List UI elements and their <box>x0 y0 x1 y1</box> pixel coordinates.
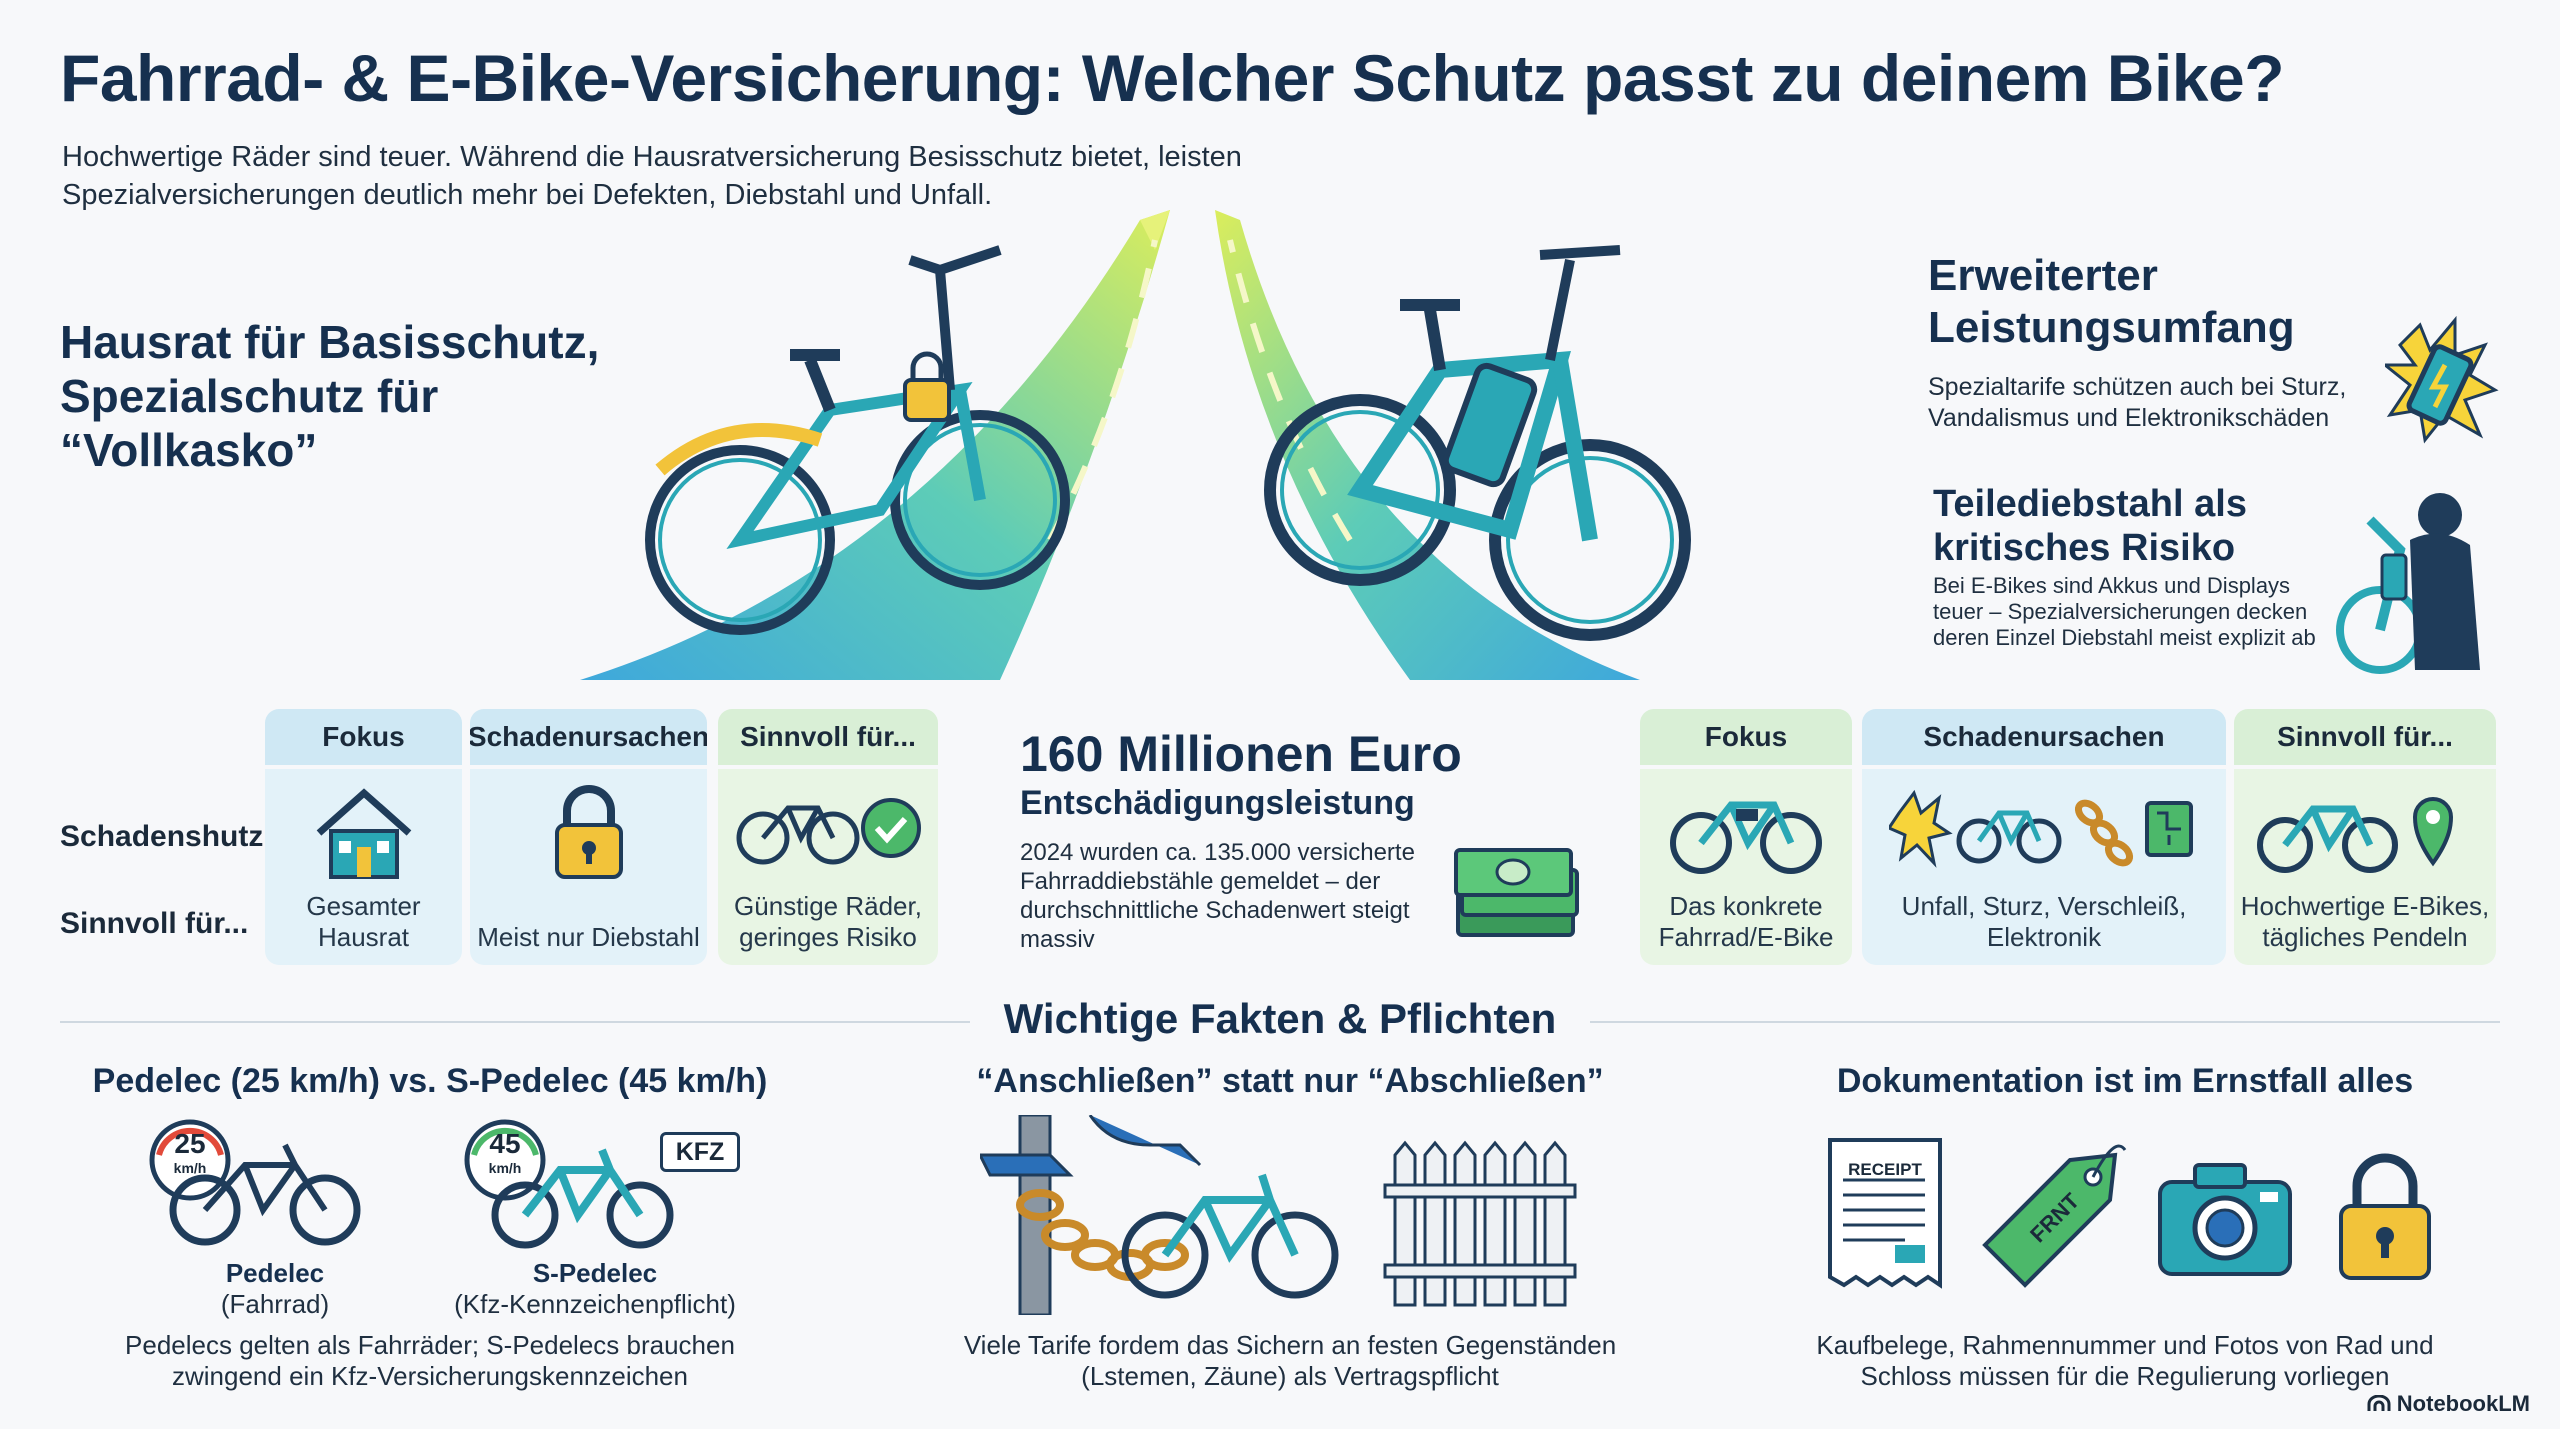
right-card-causes: Schadenursachen Unfall, Sturz, Verschlei… <box>1862 709 2226 965</box>
receipt-icon <box>1828 1138 1942 1289</box>
feature-parts-theft-text: Bei E-Bikes sind Akkus und Displays teue… <box>1933 573 2316 650</box>
ebike-icon <box>1670 801 1822 874</box>
feature-extended-heading: Erweiterter Leistungsumfang <box>1928 251 2295 352</box>
facts-title: Wichtige Fakten & Pflichten <box>1003 995 1557 1042</box>
battery-damage-icon <box>2385 315 2499 444</box>
pedelec-type: (Fahrrad) <box>220 1289 330 1319</box>
stat-amount: 160 Millionen Euro <box>1020 726 1462 782</box>
stat-description: 2024 wurden ca. 135.000 versicherte Fahr… <box>1020 839 1415 953</box>
fact-pedelec-text: Pedelecs gelten als Fahrräder; S-Pedelec… <box>125 1330 735 1391</box>
s-pedelec-speed-unit: km/h <box>488 1160 522 1176</box>
pedelec-speed-unit: km/h <box>173 1160 207 1176</box>
house-icon <box>316 788 411 879</box>
feature-parts-theft-heading: Teilediebstahl als kritisches Risiko <box>1933 483 2247 569</box>
card-header: Schadenursachen <box>470 709 707 765</box>
lock-to-post-illustration <box>980 1115 1577 1315</box>
card-header: Fokus <box>1640 709 1852 765</box>
card-header: Fokus <box>265 709 462 765</box>
s-pedelec-icon <box>464 1119 674 1249</box>
left-card-useful: Sinnvoll für... Günstige Räder, geringes… <box>718 709 938 965</box>
pedelec-label: Pedelec (Fahrrad) <box>150 1258 400 1320</box>
fact-docs-heading: Dokumentation ist im Ernstfall alles <box>1836 1062 2414 1100</box>
s-pedelec-speed: 45 <box>489 1128 521 1159</box>
bike-lock-icon <box>903 351 951 422</box>
left-card-causes: Schadenursachen Meist nur Diebstahl <box>470 709 707 965</box>
left-card-focus: Fokus Gesamter Hausrat <box>265 709 462 965</box>
fact-docs-text: Kaufbelege, Rahmennummer und Fotos von R… <box>1816 1330 2434 1391</box>
pedelec-name: Pedelec <box>225 1258 325 1288</box>
money-stack-icon <box>1454 848 1579 937</box>
card-caption: Unfall, Sturz, Verschleiß, Elektronik <box>1901 891 2187 952</box>
card-header: Schadenursachen <box>1862 709 2226 765</box>
notebooklm-logo-icon <box>2367 1395 2391 1411</box>
kfz-plate-badge: KFZ <box>660 1132 740 1172</box>
card-header: Sinnvoll für... <box>2234 709 2496 765</box>
ebike-illustration <box>1264 245 1691 641</box>
feature-extended-text: Spezialtarife schützen auch bei Sturz, V… <box>1928 373 2347 432</box>
right-card-focus: Fokus Das konkrete Fahrrad/E-Bike <box>1640 709 1852 965</box>
divider-right <box>1590 1021 2500 1023</box>
row-label-damage: Schadenshutz <box>60 820 264 853</box>
card-caption: Gesamter Hausrat <box>306 891 421 952</box>
card-caption: Hochwertige E-Bikes, tägliches Pendeln <box>2240 891 2490 952</box>
pedelec-icon <box>149 1119 361 1246</box>
page-subtitle: Hochwertige Räder sind teuer. Während di… <box>62 141 1242 211</box>
stat-label: Entschädigungsleistung <box>1020 784 1415 822</box>
lock-icon <box>2339 1153 2431 1280</box>
divider-left <box>60 1021 970 1023</box>
frame-number-tag-icon <box>1982 1144 2127 1288</box>
thief-icon <box>2336 493 2480 674</box>
s-pedelec-name: S-Pedelec <box>532 1258 658 1288</box>
right-card-useful: Sinnvoll für... Hochwertige E-Bikes, täg… <box>2234 709 2496 965</box>
padlock-icon <box>554 785 623 879</box>
camera-icon <box>2158 1163 2292 1276</box>
card-caption: Das konkrete Fahrrad/E-Bike <box>1658 891 1834 952</box>
hero-illustration <box>580 210 1691 680</box>
pedelec-speed: 25 <box>174 1128 206 1159</box>
bike-check-icon <box>736 798 921 865</box>
s-pedelec-type: (Kfz-Kennzeichenpflicht) <box>454 1289 736 1319</box>
brand-name: NotebookLM <box>2396 1391 2530 1416</box>
city-bike-illustration <box>645 245 1070 635</box>
card-header: Sinnvoll für... <box>718 709 938 765</box>
card-caption: Günstige Räder, geringes Risiko <box>734 891 922 952</box>
card-caption: Meist nur Diebstahl <box>477 922 700 952</box>
ebike-location-icon <box>2257 797 2454 873</box>
left-heading: Hausrat für Basisschutz, Spezialschutz f… <box>60 316 600 476</box>
page-title: Fahrrad- & E-Bike-Versicherung: Welcher … <box>60 41 2285 115</box>
fact-pedelec-heading: Pedelec (25 km/h) vs. S-Pedelec (45 km/h… <box>92 1062 768 1100</box>
damage-causes-icon <box>1889 789 2193 868</box>
row-label-useful: Sinnvoll für... <box>60 907 249 940</box>
s-pedelec-label: S-Pedelec (Kfz-Kennzeichenpflicht) <box>430 1258 760 1320</box>
fact-lock-text: Viele Tarife fordem das Sichern an feste… <box>963 1330 1617 1391</box>
brand-watermark: NotebookLM <box>2367 1391 2530 1417</box>
fact-lock-heading: “Anschließen” statt nur “Abschließen” <box>976 1062 1604 1100</box>
receipt-label: RECEIPT <box>1848 1160 1922 1179</box>
